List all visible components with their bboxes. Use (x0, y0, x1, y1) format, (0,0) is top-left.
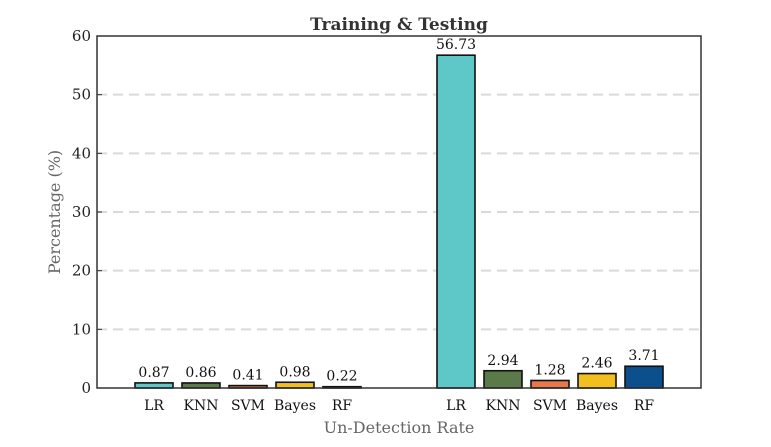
data-label: 0.41 (232, 368, 263, 384)
data-label: 2.94 (487, 353, 518, 369)
plot-frame (96, 35, 702, 389)
gridlines (97, 93, 701, 331)
y-tick-label: 40 (72, 144, 91, 162)
y-axis-label: Percentage (%) (45, 150, 64, 274)
data-label: 0.86 (185, 365, 216, 381)
data-label: 0.87 (138, 365, 169, 381)
bar-knn (483, 369, 523, 389)
bar-bayes (577, 372, 617, 389)
y-tick-label: 60 (72, 27, 91, 45)
x-tick-label: RF (332, 398, 353, 414)
x-tick-label: KNN (184, 398, 219, 414)
bar-rf (624, 365, 664, 389)
y-tick-label: 0 (81, 379, 91, 397)
x-tick-label: Bayes (576, 398, 618, 414)
y-tick-label: 10 (72, 320, 91, 338)
chart-title: Training & Testing (310, 15, 488, 35)
y-tick-label: 50 (72, 86, 91, 104)
x-axis-categories: LR KNN SVM Bayes RF LR KNN SVM Bayes RF (144, 398, 654, 414)
x-tick-label: KNN (486, 398, 521, 414)
data-label: 3.71 (628, 348, 659, 364)
x-tick-label: SVM (231, 398, 265, 414)
data-labels: 0.87 0.86 0.41 0.98 0.22 56.73 2.94 1.28 2.46 3.7… (138, 37, 659, 385)
bar-lr (436, 54, 476, 389)
y-tick-label: 20 (72, 262, 91, 280)
x-axis-label: Un-Detection Rate (324, 418, 475, 437)
data-label: 1.28 (534, 362, 565, 378)
y-axis-ticks: 0 10 20 30 40 50 60 (72, 27, 102, 397)
x-tick-label: LR (446, 398, 466, 414)
x-tick-label: RF (634, 398, 655, 414)
bar-knn (181, 382, 221, 389)
bar-bayes (275, 381, 315, 389)
x-tick-label: LR (144, 398, 164, 414)
data-label: 0.98 (279, 364, 310, 380)
bar-lr (134, 382, 174, 389)
data-label: 56.73 (436, 37, 476, 53)
x-tick-label: SVM (533, 398, 567, 414)
data-label: 2.46 (581, 356, 612, 372)
y-tick-label: 30 (72, 203, 91, 221)
bar-svm (530, 379, 570, 389)
x-tick-label: Bayes (274, 398, 316, 414)
bars (134, 54, 664, 389)
data-label: 0.22 (326, 369, 357, 385)
